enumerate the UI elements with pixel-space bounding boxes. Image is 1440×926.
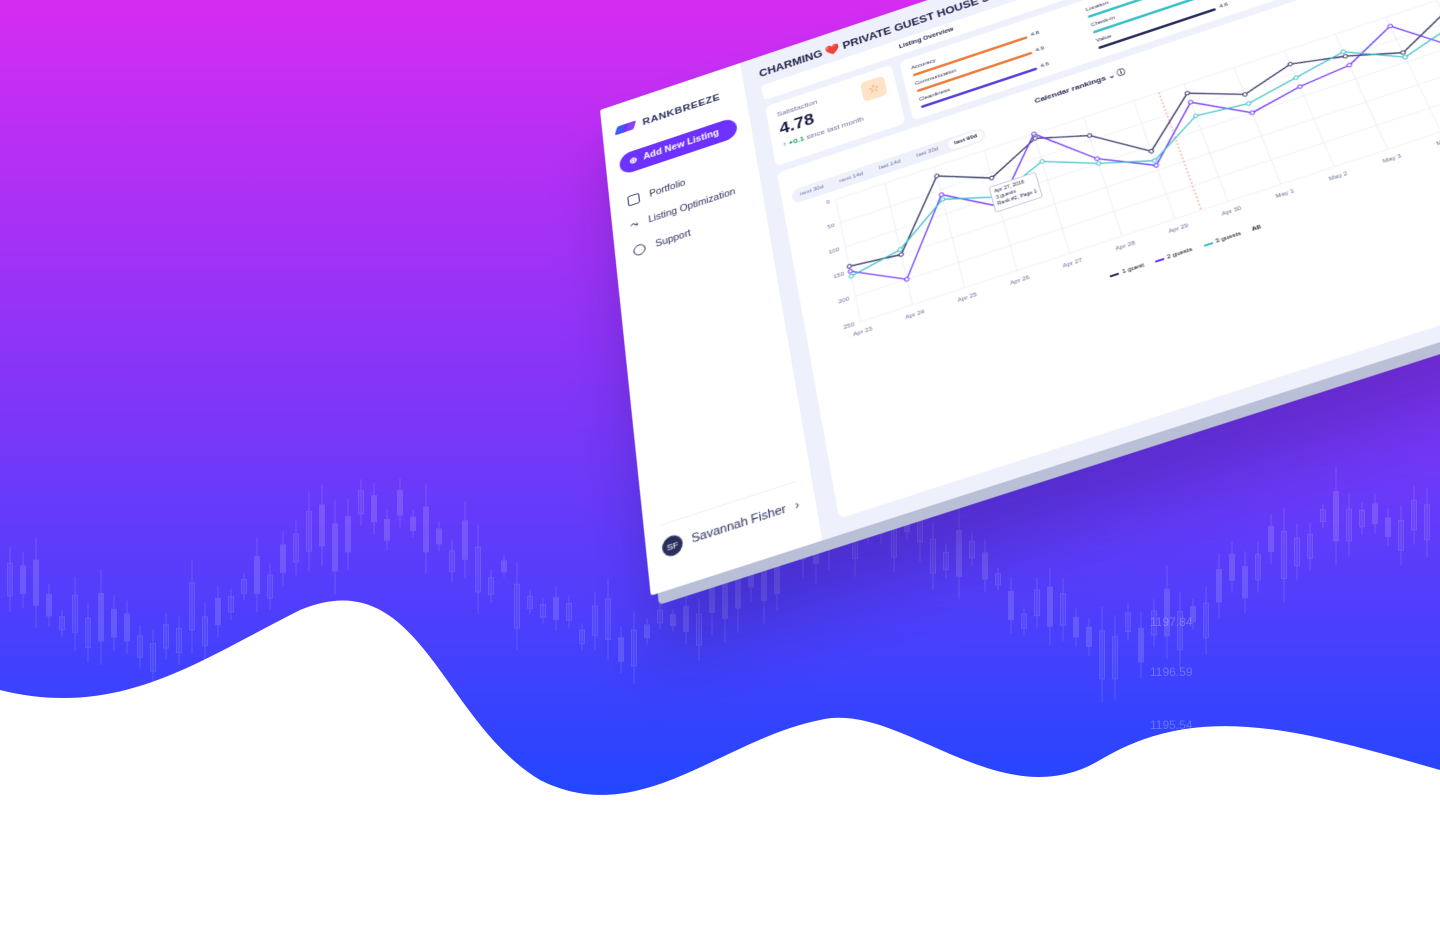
app-window: RANKBREEZE ⊕ Add New Listing Portfolio ⤳… (600, 0, 1440, 596)
legend-1-guest[interactable]: 1 guest (1109, 263, 1145, 280)
info-icon: ⓘ (1116, 68, 1127, 78)
data-point (1346, 63, 1352, 68)
sidebar-item-label: Support (655, 228, 691, 249)
data-point (1152, 158, 1157, 163)
grid-line-x (934, 167, 964, 288)
data-point (898, 247, 903, 252)
data-point (1250, 110, 1256, 115)
x-tick-label: Apr 28 (1115, 240, 1136, 252)
legend-label: 2 guests (1166, 247, 1193, 261)
grid-line-x (1386, 17, 1440, 131)
x-tick-label: May 4 (1435, 136, 1440, 148)
x-tick-label: Apr 29 (1168, 223, 1190, 235)
data-point (1342, 54, 1348, 59)
x-tick-label: Apr 27 (1062, 257, 1083, 269)
data-point (848, 269, 853, 274)
trend-icon: ⤳ (630, 219, 639, 231)
data-point (1087, 133, 1092, 138)
data-point (849, 274, 854, 279)
data-point (1185, 91, 1190, 96)
data-point (934, 174, 939, 179)
help-icon (633, 243, 646, 257)
data-point (1242, 92, 1248, 97)
score-value: 4.6 (1219, 2, 1229, 9)
chart-title-text: Calendar rankings (1033, 74, 1107, 105)
data-point (1297, 84, 1303, 89)
chevron-right-icon: › (794, 498, 800, 512)
add-listing-label: Add New Listing (643, 128, 720, 162)
legend-label: 3 guests (1215, 231, 1242, 245)
score-value: 4.8 (1030, 30, 1040, 37)
grid-line-x (885, 183, 913, 305)
brand-name: RANKBREEZE (642, 92, 721, 127)
chevron-down-icon: ⌄ (1107, 71, 1116, 81)
legend-label: All (1251, 225, 1262, 233)
legend-label: 1 guest (1121, 263, 1145, 276)
x-tick-label: May 3 (1382, 153, 1403, 165)
y-tick-label: 150 (833, 271, 845, 280)
x-tick-label: May 2 (1328, 171, 1349, 183)
data-point (847, 264, 852, 269)
data-point (899, 252, 904, 257)
user-name: Savannah Fisher (691, 503, 787, 547)
today-marker (1159, 93, 1202, 211)
data-point (939, 192, 944, 197)
home-icon (627, 193, 640, 207)
avatar: SF (661, 533, 684, 559)
x-tick-label: Apr 26 (1009, 275, 1030, 287)
data-point (1154, 163, 1159, 168)
data-point (989, 176, 994, 181)
y-tick-label: 0 (826, 199, 831, 206)
delta-value: +0.1 (788, 134, 805, 147)
y-tick-label: 250 (843, 322, 855, 332)
score-value: 4.9 (1035, 46, 1045, 53)
plus-icon: ⊕ (629, 155, 638, 167)
data-point (1149, 149, 1154, 154)
x-tick-label: May 1 (1275, 188, 1295, 200)
score-value: 4.6 (1040, 62, 1050, 70)
y-tick-label: 100 (828, 247, 840, 256)
data-point (1193, 113, 1198, 118)
data-point (904, 277, 909, 282)
data-point (1293, 75, 1299, 80)
x-tick-label: Apr 30 (1221, 205, 1243, 217)
arrow-up-icon: ↑ (782, 140, 787, 149)
x-tick-label: Apr 25 (957, 292, 978, 304)
data-point (1340, 49, 1346, 54)
data-point (1039, 159, 1044, 164)
x-tick-label: Apr 23 (853, 326, 873, 339)
data-point (1246, 101, 1252, 106)
data-point (1094, 156, 1099, 161)
x-tick-label: Apr 24 (905, 309, 926, 321)
data-point (1188, 100, 1193, 105)
data-point (1288, 62, 1294, 67)
y-tick-label: 200 (838, 296, 850, 306)
legend-all[interactable]: All (1251, 225, 1262, 233)
user-profile[interactable]: SF Savannah Fisher › (660, 481, 801, 559)
logo-icon (616, 120, 638, 136)
data-point (1096, 161, 1101, 166)
tilted-dashboard: RANKBREEZE ⊕ Add New Listing Portfolio ⤳… (600, 0, 1440, 596)
data-point (1033, 136, 1038, 141)
data-point (1031, 131, 1036, 136)
y-tick-label: 50 (827, 223, 835, 231)
